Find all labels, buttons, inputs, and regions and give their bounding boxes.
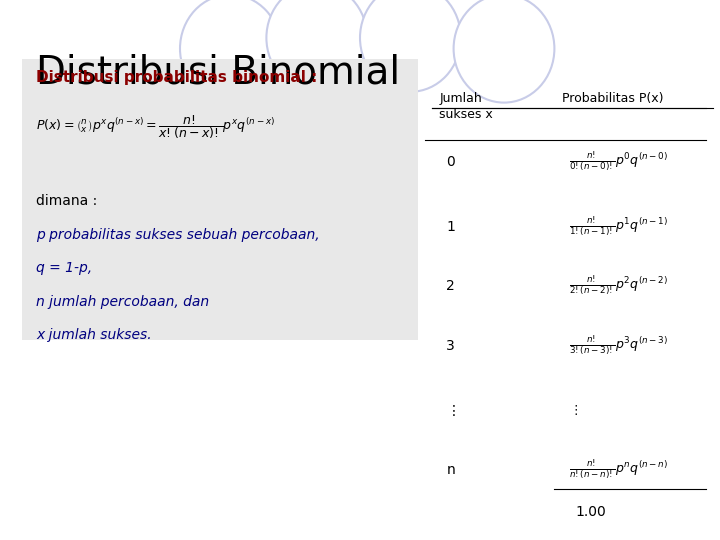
Text: $\frac{n!}{2!(n-2)!}p^2q^{(n-2)}$: $\frac{n!}{2!(n-2)!}p^2q^{(n-2)}$ <box>569 274 668 298</box>
Text: Distribusi Binomial: Distribusi Binomial <box>36 54 400 92</box>
Text: n: n <box>446 463 455 477</box>
Ellipse shape <box>360 0 461 92</box>
FancyBboxPatch shape <box>22 59 418 340</box>
Text: $\frac{n!}{n!(n-n)!}p^nq^{(n-n)}$: $\frac{n!}{n!(n-n)!}p^nq^{(n-n)}$ <box>569 458 668 482</box>
Text: n jumlah percobaan, dan: n jumlah percobaan, dan <box>36 295 209 309</box>
Text: Distribusi probabilitas binomial :: Distribusi probabilitas binomial : <box>36 70 318 85</box>
Ellipse shape <box>266 0 367 92</box>
Text: $\vdots$: $\vdots$ <box>569 403 577 417</box>
Ellipse shape <box>454 0 554 103</box>
Text: p probabilitas sukses sebuah percobaan,: p probabilitas sukses sebuah percobaan, <box>36 228 320 242</box>
Text: 1.00: 1.00 <box>575 505 606 519</box>
Text: 1: 1 <box>446 220 455 234</box>
Text: $\frac{n!}{0!(n-0)!}p^0q^{(n-0)}$: $\frac{n!}{0!(n-0)!}p^0q^{(n-0)}$ <box>569 150 668 174</box>
Text: 3: 3 <box>446 339 455 353</box>
Text: $\frac{n!}{3!(n-3)!}p^3q^{(n-3)}$: $\frac{n!}{3!(n-3)!}p^3q^{(n-3)}$ <box>569 334 668 357</box>
Text: Probabilitas P(x): Probabilitas P(x) <box>562 92 663 105</box>
Text: $\vdots$: $\vdots$ <box>446 403 456 418</box>
Text: 2: 2 <box>446 279 455 293</box>
Text: 0: 0 <box>446 155 455 169</box>
Text: dimana :: dimana : <box>36 194 97 208</box>
Text: x jumlah sukses.: x jumlah sukses. <box>36 328 152 342</box>
Text: q = 1-p,: q = 1-p, <box>36 261 92 275</box>
Text: $P(x) = \binom{n}{x} p^x q^{(n-x)} = \dfrac{n!}{x!(n-x)!} p^x q^{(n-x)}$: $P(x) = \binom{n}{x} p^x q^{(n-x)} = \df… <box>36 113 275 141</box>
Ellipse shape <box>180 0 281 103</box>
Text: $\frac{n!}{1!(n-1)!}p^1q^{(n-1)}$: $\frac{n!}{1!(n-1)!}p^1q^{(n-1)}$ <box>569 215 668 239</box>
Text: Jumlah
sukses x: Jumlah sukses x <box>439 92 493 121</box>
